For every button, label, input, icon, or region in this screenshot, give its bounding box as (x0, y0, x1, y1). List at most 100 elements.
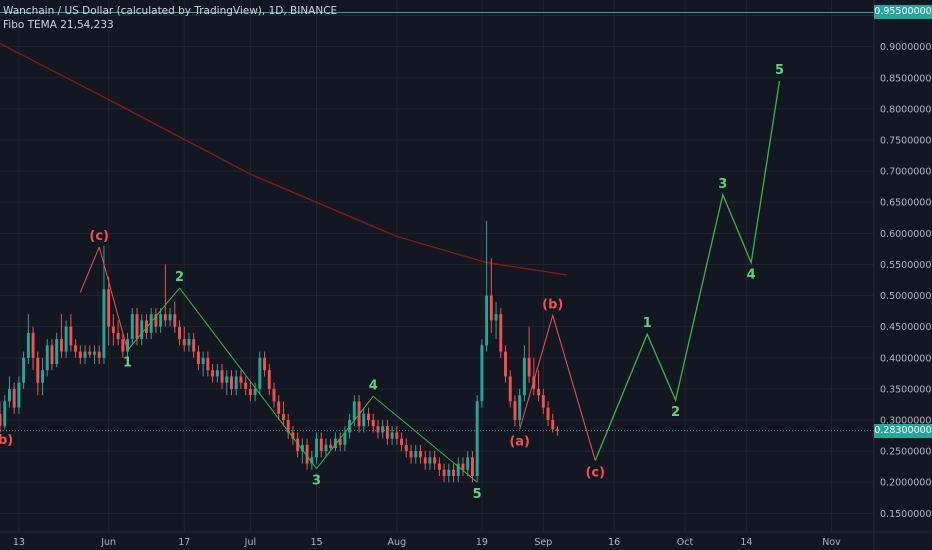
candle-body (452, 469, 455, 476)
candle-body (215, 370, 219, 377)
candle-body (50, 345, 54, 364)
x-tick-label: 14 (740, 537, 752, 548)
candle-body (267, 370, 271, 389)
y-tick-label: 0.70000000 (880, 167, 932, 178)
candle-body (541, 395, 545, 408)
wave-label: 3 (312, 474, 321, 489)
y-tick-label: 0.45000000 (880, 322, 932, 333)
candle-body (494, 314, 498, 321)
candle-body (395, 432, 399, 439)
candle-body (230, 376, 233, 389)
horizontal-lines (0, 11, 874, 432)
candle-body (305, 444, 309, 464)
candle-body (532, 376, 536, 389)
wave-paths (79, 80, 781, 483)
candle-body (329, 444, 333, 448)
y-tick-label: 0.60000000 (880, 229, 932, 240)
candle-body (281, 413, 285, 420)
candle-body (470, 457, 474, 476)
candle-body (64, 326, 68, 352)
candle-body (111, 326, 115, 333)
candle-body (352, 401, 356, 420)
y-tick-label: 0.90000000 (880, 42, 932, 53)
y-tick-label: 0.20000000 (880, 478, 932, 489)
candle-body (130, 314, 134, 340)
candle-body (437, 463, 441, 470)
candle-body (475, 401, 479, 476)
candle-body (504, 351, 507, 377)
candle-body (0, 413, 2, 427)
candle-body (513, 401, 517, 420)
candle-body (291, 432, 295, 439)
candle-body (414, 451, 418, 458)
candle-body (3, 401, 7, 427)
candle-body (428, 457, 432, 464)
candle-body (499, 314, 503, 352)
candle-body (74, 345, 78, 352)
chart-header: Wanchain / US Dollar (calculated by Trad… (3, 4, 337, 32)
y-tick-label: 0.30000000 (880, 416, 932, 427)
candle-body (159, 314, 163, 327)
candle-body (206, 357, 210, 371)
candle-body (333, 438, 337, 448)
candle-body (456, 463, 460, 476)
candle-body (310, 457, 314, 464)
candle-body (300, 444, 304, 452)
candle-body (121, 339, 125, 352)
candle-body (182, 339, 186, 346)
candle-body (258, 357, 262, 389)
candle-body (433, 457, 437, 464)
candle-body (508, 376, 512, 402)
projection-label: 1 (643, 316, 652, 331)
projection-label: 3 (718, 177, 727, 192)
candle-body (286, 420, 290, 433)
candle-body (239, 376, 243, 383)
candle-body (26, 332, 30, 358)
y-tick-label: 0.40000000 (880, 353, 932, 364)
candle-body (36, 357, 40, 383)
y-tick-label: 0.85000000 (880, 73, 932, 84)
candle-body (93, 351, 96, 355)
candle-body (381, 426, 385, 433)
candle-body (88, 351, 92, 355)
candle-body (338, 438, 342, 445)
candle-body (78, 351, 82, 358)
candle-body (116, 332, 120, 340)
candle-body (447, 469, 451, 476)
y-tick-label: 0.15000000 (880, 509, 932, 520)
candle-body (315, 438, 318, 458)
candle-body (7, 388, 11, 402)
candle-body (102, 289, 106, 358)
time-axis-background (0, 532, 932, 550)
candle-body (220, 370, 224, 383)
wave-label: (c) (89, 229, 109, 244)
candle-body (107, 289, 111, 327)
candle-body (296, 438, 300, 452)
candle-body (225, 376, 229, 383)
x-tick-label: 16 (608, 537, 620, 548)
y-tick-label: 0.80000000 (880, 104, 932, 115)
level-price-label: 0.95500000 (874, 5, 932, 20)
candle-body (144, 320, 148, 333)
candle-body (489, 295, 493, 321)
candle-body (527, 357, 531, 377)
candle-body (41, 370, 44, 383)
candle-body (272, 388, 276, 402)
candle-body (69, 326, 73, 346)
candle-body (17, 382, 21, 408)
candle-body (556, 429, 559, 431)
candle-body (404, 444, 408, 452)
candle-body (59, 339, 63, 352)
projection-label: 5 (775, 63, 784, 78)
y-tick-label: 0.55000000 (880, 260, 932, 271)
candle-body (362, 413, 366, 427)
candle-body (461, 463, 465, 470)
wave-segment (79, 246, 100, 293)
candle-body (385, 426, 389, 439)
y-tick-label: 0.65000000 (880, 198, 932, 209)
projection-path (594, 80, 781, 461)
correction-path (519, 313, 596, 461)
candle-body (480, 345, 484, 402)
y-tick-label: 0.50000000 (880, 291, 932, 302)
